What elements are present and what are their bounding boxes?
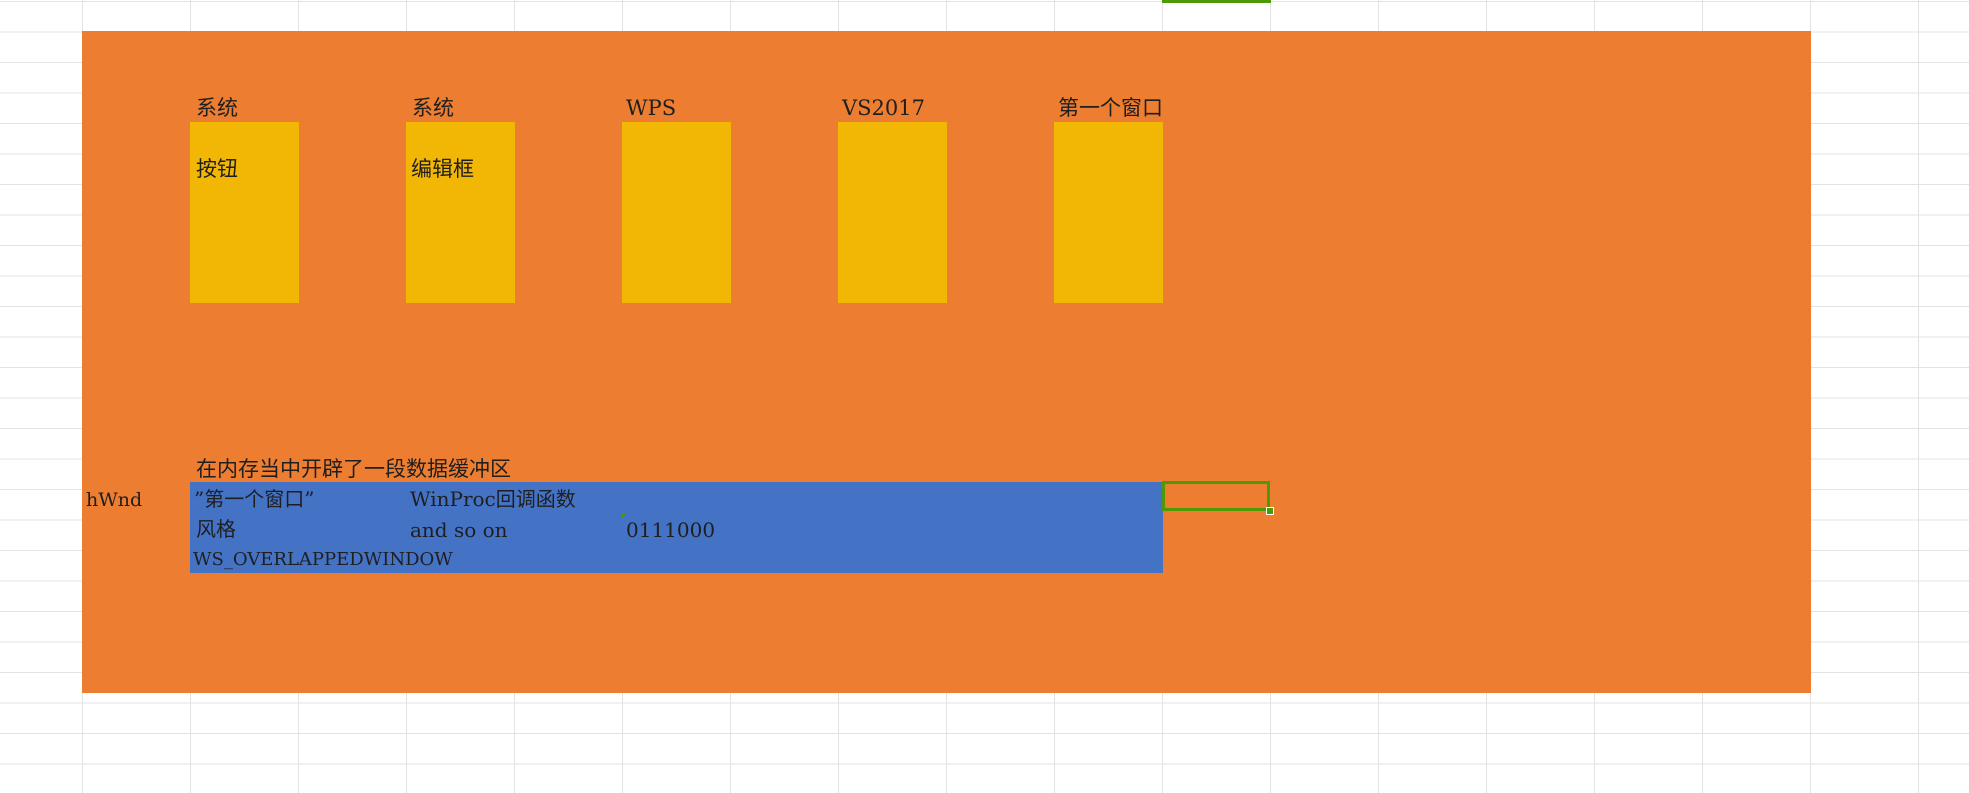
buffer-and-so-on-cell: and so on: [410, 518, 508, 542]
box-label-system-button: 系统: [196, 96, 238, 120]
window-box-vs2017: [838, 122, 947, 303]
buffer-style-label-cell: 风格: [196, 517, 236, 541]
buffer-winproc-cell: WinProc回调函数: [410, 487, 576, 511]
buffer-number-cell: 0111000: [626, 518, 716, 542]
window-box-edit: [406, 122, 515, 303]
buffer-description: 在内存当中开辟了一段数据缓冲区: [196, 457, 511, 481]
box-label-first-window: 第一个窗口: [1058, 96, 1163, 120]
data-buffer-region: [190, 482, 1163, 573]
window-box-button: [190, 122, 299, 303]
box-label-vs2017: VS2017: [842, 96, 925, 120]
buffer-style-value-cell: WS_OVERLAPPEDWINDOW: [193, 549, 453, 570]
window-box-first-window: [1054, 122, 1163, 303]
fill-handle[interactable]: [1266, 507, 1274, 515]
buffer-title-cell: ”第一个窗口”: [194, 487, 315, 511]
selected-column-indicator: [1162, 0, 1271, 3]
window-box-wps: [622, 122, 731, 303]
box-inner-button: 按钮: [196, 157, 238, 181]
box-inner-edit: 编辑框: [411, 157, 474, 181]
hwnd-label: hWnd: [86, 489, 143, 511]
active-cell-selection[interactable]: [1162, 481, 1270, 511]
cell-comment-marker-icon: [622, 513, 627, 518]
box-label-system-edit: 系统: [412, 96, 454, 120]
box-label-wps: WPS: [626, 96, 677, 120]
